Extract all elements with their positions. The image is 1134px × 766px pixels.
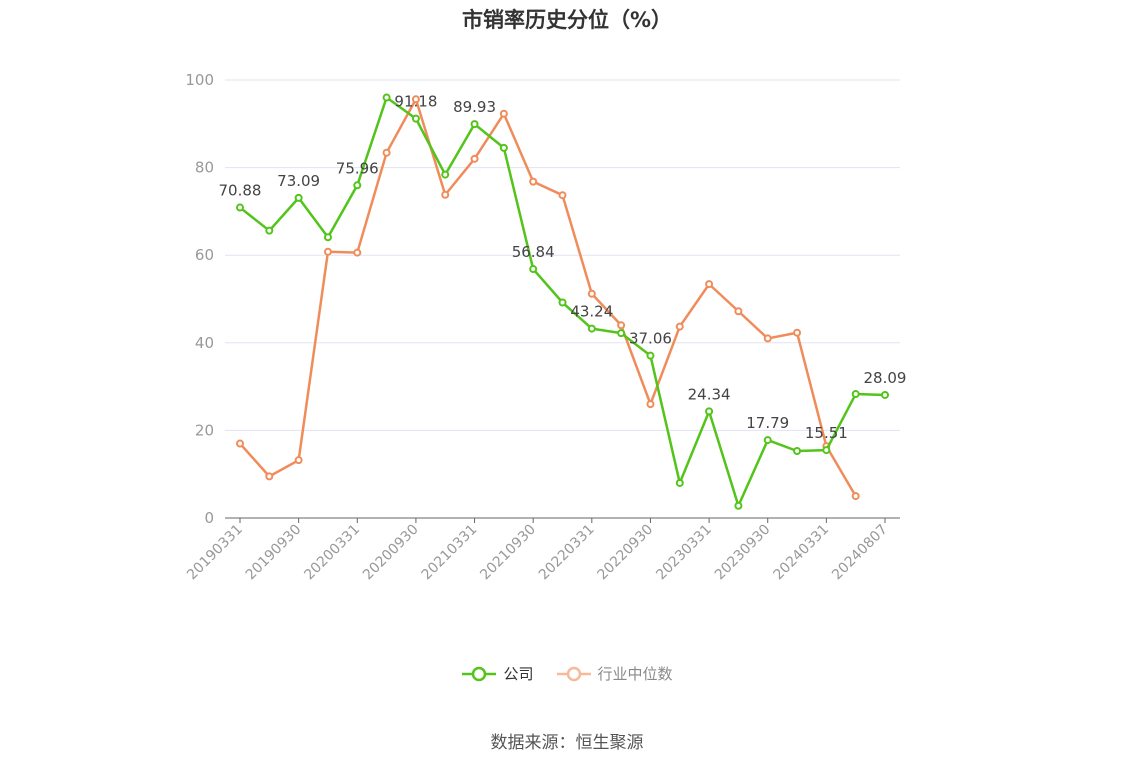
legend-item-company[interactable]: 公司 [461,663,534,684]
x-tick-label: 20190930 [243,522,305,584]
data-point-company [851,390,860,399]
data-point-company [499,143,508,152]
data-point-industry [411,95,420,104]
data-point-industry [646,400,655,409]
x-tick-label: 20200331 [301,522,363,584]
data-point-company [881,390,889,399]
data-point-company [558,298,567,307]
x-tick-label: 20190331 [184,522,246,584]
data-point-industry [236,439,244,448]
data-point-industry [675,322,684,331]
legend-item-industry[interactable]: 行业中位数 [556,663,673,684]
x-tick-label: 20240331 [770,522,832,584]
data-label: 89.93 [453,98,496,116]
data-point-industry [323,247,332,256]
y-tick-label: 20 [195,421,214,439]
legend-company-icon [462,666,497,681]
y-tick-label: 40 [195,334,214,352]
data-label: 56.84 [512,243,555,261]
x-tick-label: 20210930 [477,522,539,584]
legend: 公司 行业中位数 [0,663,1134,684]
y-tick-label: 80 [195,159,214,177]
data-source: 数据来源：恒生聚源 [490,733,644,753]
y-tick-label: 60 [195,246,214,264]
x-tick-label: 20240807 [829,522,891,584]
x-tick-label: 20210331 [419,522,481,584]
data-label: 75.96 [336,159,379,177]
data-point-company [353,181,362,190]
data-point-industry [470,154,479,163]
data-point-industry [441,190,450,199]
grid-layer [225,79,900,431]
data-label: 73.09 [277,172,320,190]
data-point-industry [499,109,508,118]
data-point-company [675,478,684,487]
data-point-company [617,329,626,338]
data-label: 37.06 [629,330,672,348]
data-point-industry [382,148,391,157]
data-point-industry [265,472,274,481]
data-label: 28.09 [864,369,907,387]
data-point-company [793,446,802,455]
data-point-company [411,114,420,123]
series-layer [236,93,889,510]
data-point-industry [851,492,860,501]
data-point-industry [705,280,714,289]
data-point-industry [734,307,743,316]
data-point-company [763,436,772,445]
series-line-industry [239,98,857,497]
data-point-industry [353,248,362,257]
data-label: 43.24 [570,303,613,321]
y-tick-label: 100 [185,71,214,89]
data-label: 91.18 [394,93,437,111]
data-label-layer: 70.88 73.09 75.96 91.18 89.93 56.84 43.24 37.06… [219,93,907,442]
data-point-company [323,233,332,242]
data-point-company [265,226,274,235]
data-point-industry [294,456,303,465]
x-tick-label: 20230331 [653,522,715,584]
x-tick-label: 20220930 [595,522,657,584]
legend-label-industry: 行业中位数 [597,665,673,683]
data-point-company [470,120,479,129]
data-point-company [294,193,303,202]
x-tick-label: 20200930 [360,522,422,584]
data-point-company [734,501,743,510]
data-point-company [587,324,596,333]
legend-label-company: 公司 [503,665,534,683]
data-point-industry [587,289,596,298]
data-label: 24.34 [688,385,731,403]
legend-industry-icon [556,666,591,681]
chart-title: 市销率历史分位（%） [461,8,673,32]
data-point-company [382,93,391,102]
data-point-industry [529,177,538,186]
data-label: 70.88 [219,182,262,200]
data-point-company [441,170,450,179]
data-point-company [529,265,538,274]
y-tick-label: 0 [204,509,214,527]
data-point-industry [617,321,626,330]
data-point-company [646,351,655,360]
data-label: 15.51 [805,424,848,442]
axis-layer: 0 20 40 60 80 100 2019033120190930202003312020… [184,71,900,583]
data-point-company [236,203,244,212]
data-point-industry [763,334,772,343]
data-point-industry [793,328,802,337]
data-point-industry [558,191,567,200]
x-tick-label: 20220331 [536,522,598,584]
x-tick-label: 20230930 [712,522,774,584]
data-point-company [705,407,714,416]
data-point-company [822,446,831,455]
data-label: 17.79 [746,414,789,432]
